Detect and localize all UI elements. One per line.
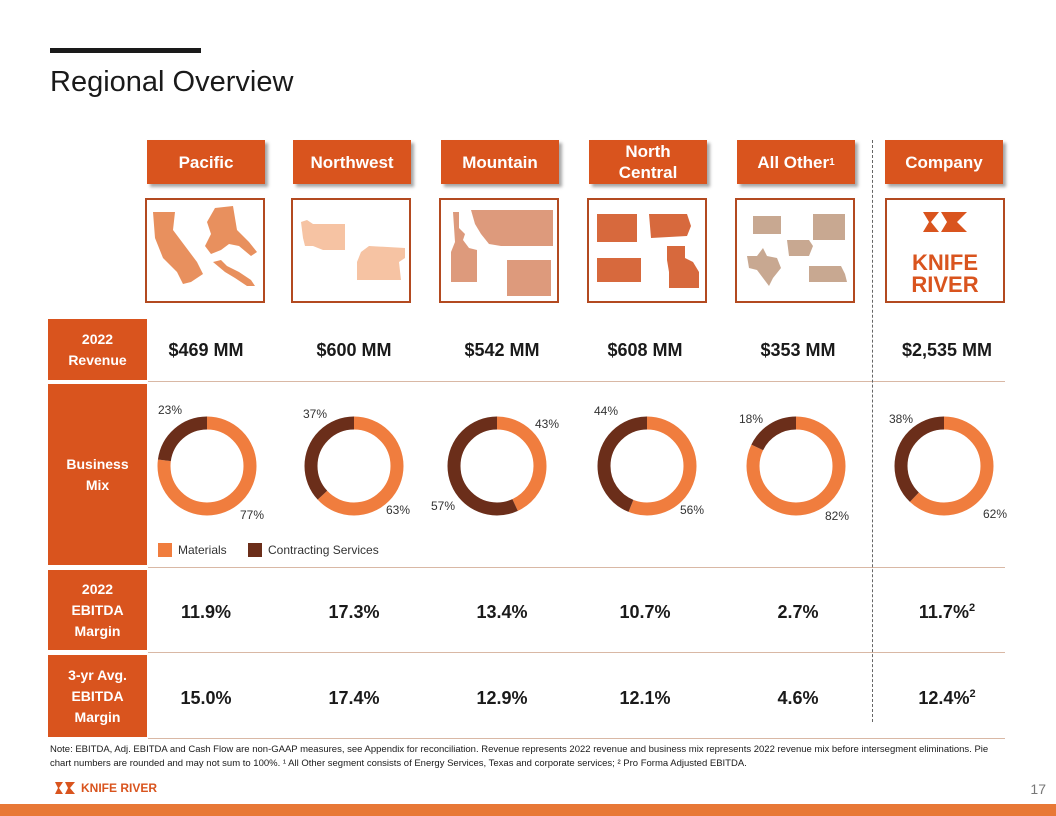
donut-mountain — [447, 416, 547, 516]
company-column-divider — [872, 140, 873, 722]
revenue-company: $2,535 MM — [901, 340, 993, 360]
revenue-northwest: $600 MM — [316, 340, 392, 360]
slice-contracting-services — [447, 416, 547, 516]
avg-ebitda-margin-northwest: 17.4% — [328, 688, 380, 708]
row-label-avg-ebitda-margin: 3-yr Avg. EBITDA Margin — [48, 655, 147, 737]
ebitda-margin-north-central: 10.7% — [619, 602, 671, 622]
slice-contracting-services — [157, 416, 257, 516]
footer-logo: KNIFE RIVER — [55, 781, 157, 795]
avg-ebitda-margin-company: 12.4%2 — [918, 688, 976, 708]
page-number: 17 — [1030, 781, 1046, 797]
bottom-accent-bar — [0, 804, 1056, 816]
footnote: Note: EBITDA, Adj. EBITDA and Cash Flow … — [50, 744, 989, 769]
svg-text:RIVER: RIVER — [911, 272, 978, 297]
map-pacific-states-icon — [153, 206, 257, 286]
segment-header-all-other: All Other 1 — [737, 140, 855, 184]
ebitda-margin-pacific: 11.9% — [180, 602, 232, 622]
donut-company — [894, 416, 994, 516]
revenue-mountain: $542 MM — [464, 340, 540, 360]
pct-label-north-central-contracting: 44% — [594, 404, 619, 418]
business-mix-donuts — [157, 416, 994, 516]
pct-label-mountain-contracting: 57% — [431, 499, 456, 513]
map-mountain — [439, 198, 559, 303]
legend-swatch-contracting — [248, 543, 262, 557]
segment-header-mountain: Mountain — [441, 140, 559, 184]
row-label-business-mix: Business Mix — [48, 384, 147, 565]
legend-contracting-services: Contracting Services — [248, 543, 379, 557]
ebitda-margin-northwest: 17.3% — [328, 602, 380, 622]
pct-label-company-contracting: 38% — [889, 412, 914, 426]
ebitda-margin-company: 11.7%2 — [918, 602, 976, 622]
svg-text:KNIFE: KNIFE — [912, 250, 978, 275]
pct-label-mountain-materials: 43% — [535, 417, 560, 431]
map-north-central — [587, 198, 707, 303]
pct-label-pacific-materials: 77% — [240, 508, 265, 522]
row-label-ebitda-margin: 2022 EBITDA Margin — [48, 570, 147, 650]
row-divider — [148, 652, 1005, 653]
pct-label-all-other-contracting: 18% — [739, 412, 764, 426]
avg-ebitda-margin-pacific: 15.0% — [180, 688, 232, 708]
ebitda-margin-all-other: 2.7% — [777, 602, 819, 622]
segment-header-pacific: Pacific — [147, 140, 265, 184]
map-pacific — [145, 198, 265, 303]
segment-header-company: Company — [885, 140, 1003, 184]
donut-pacific — [157, 416, 257, 516]
pct-label-north-central-materials: 56% — [680, 503, 705, 517]
pct-label-company-materials: 62% — [983, 507, 1008, 521]
slice-contracting-services — [894, 416, 994, 516]
revenue-north-central: $608 MM — [607, 340, 683, 360]
legend-swatch-materials — [158, 543, 172, 557]
pct-label-all-other-materials: 82% — [825, 509, 850, 523]
avg-ebitda-margin-north-central: 12.1% — [619, 688, 671, 708]
legend-materials: Materials — [158, 543, 227, 557]
donut-northwest — [304, 416, 404, 516]
donut-north-central — [597, 416, 697, 516]
ebitda-margin-mountain: 13.4% — [476, 602, 528, 622]
donut-all-other — [746, 416, 846, 516]
segment-header-north-central: North Central — [589, 140, 707, 184]
slice-contracting-services — [304, 416, 404, 516]
map-mountain-states-icon — [451, 210, 553, 296]
revenue-pacific: $469 MM — [168, 340, 244, 360]
map-all-other-states-icon — [747, 214, 847, 286]
slice-contracting-services — [597, 416, 697, 516]
avg-ebitda-margin-mountain: 12.9% — [476, 688, 528, 708]
map-north-central-states-icon — [597, 214, 699, 288]
avg-ebitda-margin-all-other: 4.6% — [777, 688, 819, 708]
row-label-revenue: 2022 Revenue — [48, 319, 147, 380]
map-northwest-states-icon — [301, 220, 405, 280]
segment-header-northwest: Northwest — [293, 140, 411, 184]
pct-label-northwest-materials: 63% — [386, 503, 411, 517]
knife-river-logo-icon: KNIFE RIVER — [911, 212, 979, 297]
knife-river-mark-icon — [55, 782, 75, 794]
row-divider — [148, 738, 1005, 739]
title-rule — [50, 48, 201, 53]
row-divider — [148, 381, 1005, 382]
revenue-all-other: $353 MM — [760, 340, 836, 360]
pct-label-northwest-contracting: 37% — [303, 407, 328, 421]
slice-contracting-services — [746, 416, 846, 516]
page-title: Regional Overview — [50, 66, 294, 98]
map-northwest — [291, 198, 411, 303]
row-divider — [148, 567, 1005, 568]
company-logo-box: KNIFE RIVER — [885, 198, 1005, 303]
pct-label-pacific-contracting: 23% — [158, 403, 183, 417]
map-all-other — [735, 198, 855, 303]
